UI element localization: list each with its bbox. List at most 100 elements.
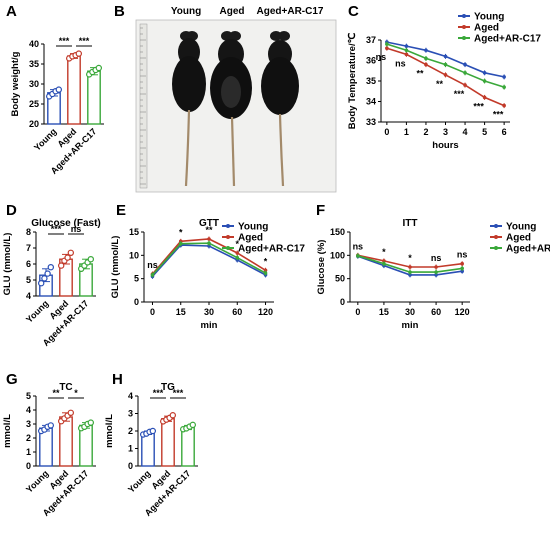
x-tick-label-e: 60 [232,307,242,317]
sig-label-c: ** [436,79,444,89]
y-tick-label-g: 2 [26,433,31,443]
x-tick-label-d: Young [24,298,50,324]
data-point-e-2 [235,255,240,260]
y-tick-label-a: 35 [29,59,39,69]
data-point-a-0 [55,86,63,93]
x-tick-label-a: Young [32,126,58,152]
sig-label-h: *** [153,388,164,398]
data-point-c-1 [463,83,467,87]
data-point-e-2 [178,241,183,246]
legend-marker-f-2 [494,246,498,250]
x-tick-label-c: 2 [423,127,428,137]
data-point-h-2 [189,421,196,429]
y-tick-label-g: 1 [26,447,31,457]
data-point-h-1 [169,412,176,419]
legend-marker-e-0 [226,224,230,228]
photo-label-ar-c17: Aged+AR-C17 [257,6,324,17]
sig-label-c: ns [395,58,406,68]
legend-marker-e-1 [226,235,230,239]
data-point-e-1 [263,268,268,273]
data-point-c-2 [424,56,428,61]
data-point-c-0 [482,71,487,75]
y-tick-label-f: 0 [340,297,345,307]
panel-label-e: E [116,202,126,219]
y-tick-label-g: 3 [26,419,31,429]
sig-label-c: ns [376,52,387,62]
data-point-f-2 [356,254,360,258]
data-point-a-2 [95,64,103,72]
data-point-c-1 [502,103,506,108]
data-point-e-1 [235,251,240,255]
y-axis-label-e: GLU (mmol/L) [110,236,121,299]
legend-marker-c-0 [462,14,466,18]
data-point-c-1 [404,52,409,57]
data-point-c-1 [482,95,487,100]
y-axis-label-h: mmol/L [104,414,115,448]
panel-label-f: F [316,202,325,219]
y-tick-label-h: 3 [128,409,133,419]
y-tick-label-c: 36 [366,56,376,66]
x-axis-label-e: min [201,320,218,331]
y-tick-label-c: 37 [366,35,376,45]
y-tick-label-h: 2 [128,426,133,436]
sig-label-d: *** [51,224,62,234]
y-axis-label-g: mmol/L [2,414,13,448]
data-point-h-0 [149,427,156,435]
sig-label-e: * [179,227,183,237]
x-tick-label-c: 0 [384,127,389,137]
chart-title-g: TC [59,382,72,393]
bar-h-0 [141,432,155,467]
sig-label-e: * [236,239,240,249]
data-point-c-2 [404,48,409,53]
bar-h-2 [181,426,195,467]
legend-label-e-2: Aged+AR-C17 [238,244,305,255]
y-tick-label-f: 50 [335,274,345,284]
y-tick-label-d: 4 [26,291,31,301]
data-point-e-0 [207,244,211,248]
mouse-ar-c17-icon [261,31,299,187]
data-point-f-1 [434,265,438,269]
sig-label-f: * [408,253,412,263]
x-tick-label-e: 0 [150,307,155,317]
data-point-c-0 [502,75,506,79]
y-tick-label-g: 5 [26,391,31,401]
y-tick-label-c: 34 [366,97,376,107]
sig-label-a: *** [59,36,70,46]
sig-label-e: ** [205,225,213,235]
y-tick-label-f: 150 [330,227,345,237]
y-axis-label-f: Glucose (%) [316,240,327,295]
data-point-e-2 [207,241,211,245]
panel-label-c: C [348,3,359,20]
data-point-f-2 [382,261,386,266]
sig-label-f: * [382,247,386,257]
bar-a-1 [67,55,81,125]
data-point-c-2 [482,79,487,83]
data-point-c-0 [404,44,409,48]
y-tick-label-h: 0 [128,461,133,471]
photo-label-young: Young [171,6,201,17]
sig-label-d: ns [71,224,82,234]
x-tick-label-e: 30 [204,307,214,317]
y-axis-label-c: Body Temperature/℃ [347,32,358,129]
data-point-f-2 [460,266,464,271]
data-point-a-1 [75,50,83,57]
x-tick-label-e: 15 [176,307,186,317]
x-axis-label-c: hours [432,140,458,151]
y-tick-label-f: 100 [330,250,345,260]
y-axis-label-d: GLU (mmol/L) [2,233,13,296]
panel-label-a: A [6,3,17,20]
sig-label-c: *** [493,110,504,120]
data-point-f-0 [434,273,438,277]
data-point-f-0 [460,269,464,274]
x-tick-label-e: 120 [258,307,273,317]
mouse-young-icon [172,31,206,187]
data-point-d-1 [58,262,65,269]
chart-title-h: TG [161,382,175,393]
sig-label-h: *** [173,388,184,398]
y-tick-label-h: 4 [128,391,133,401]
y-tick-label-c: 33 [366,117,376,127]
